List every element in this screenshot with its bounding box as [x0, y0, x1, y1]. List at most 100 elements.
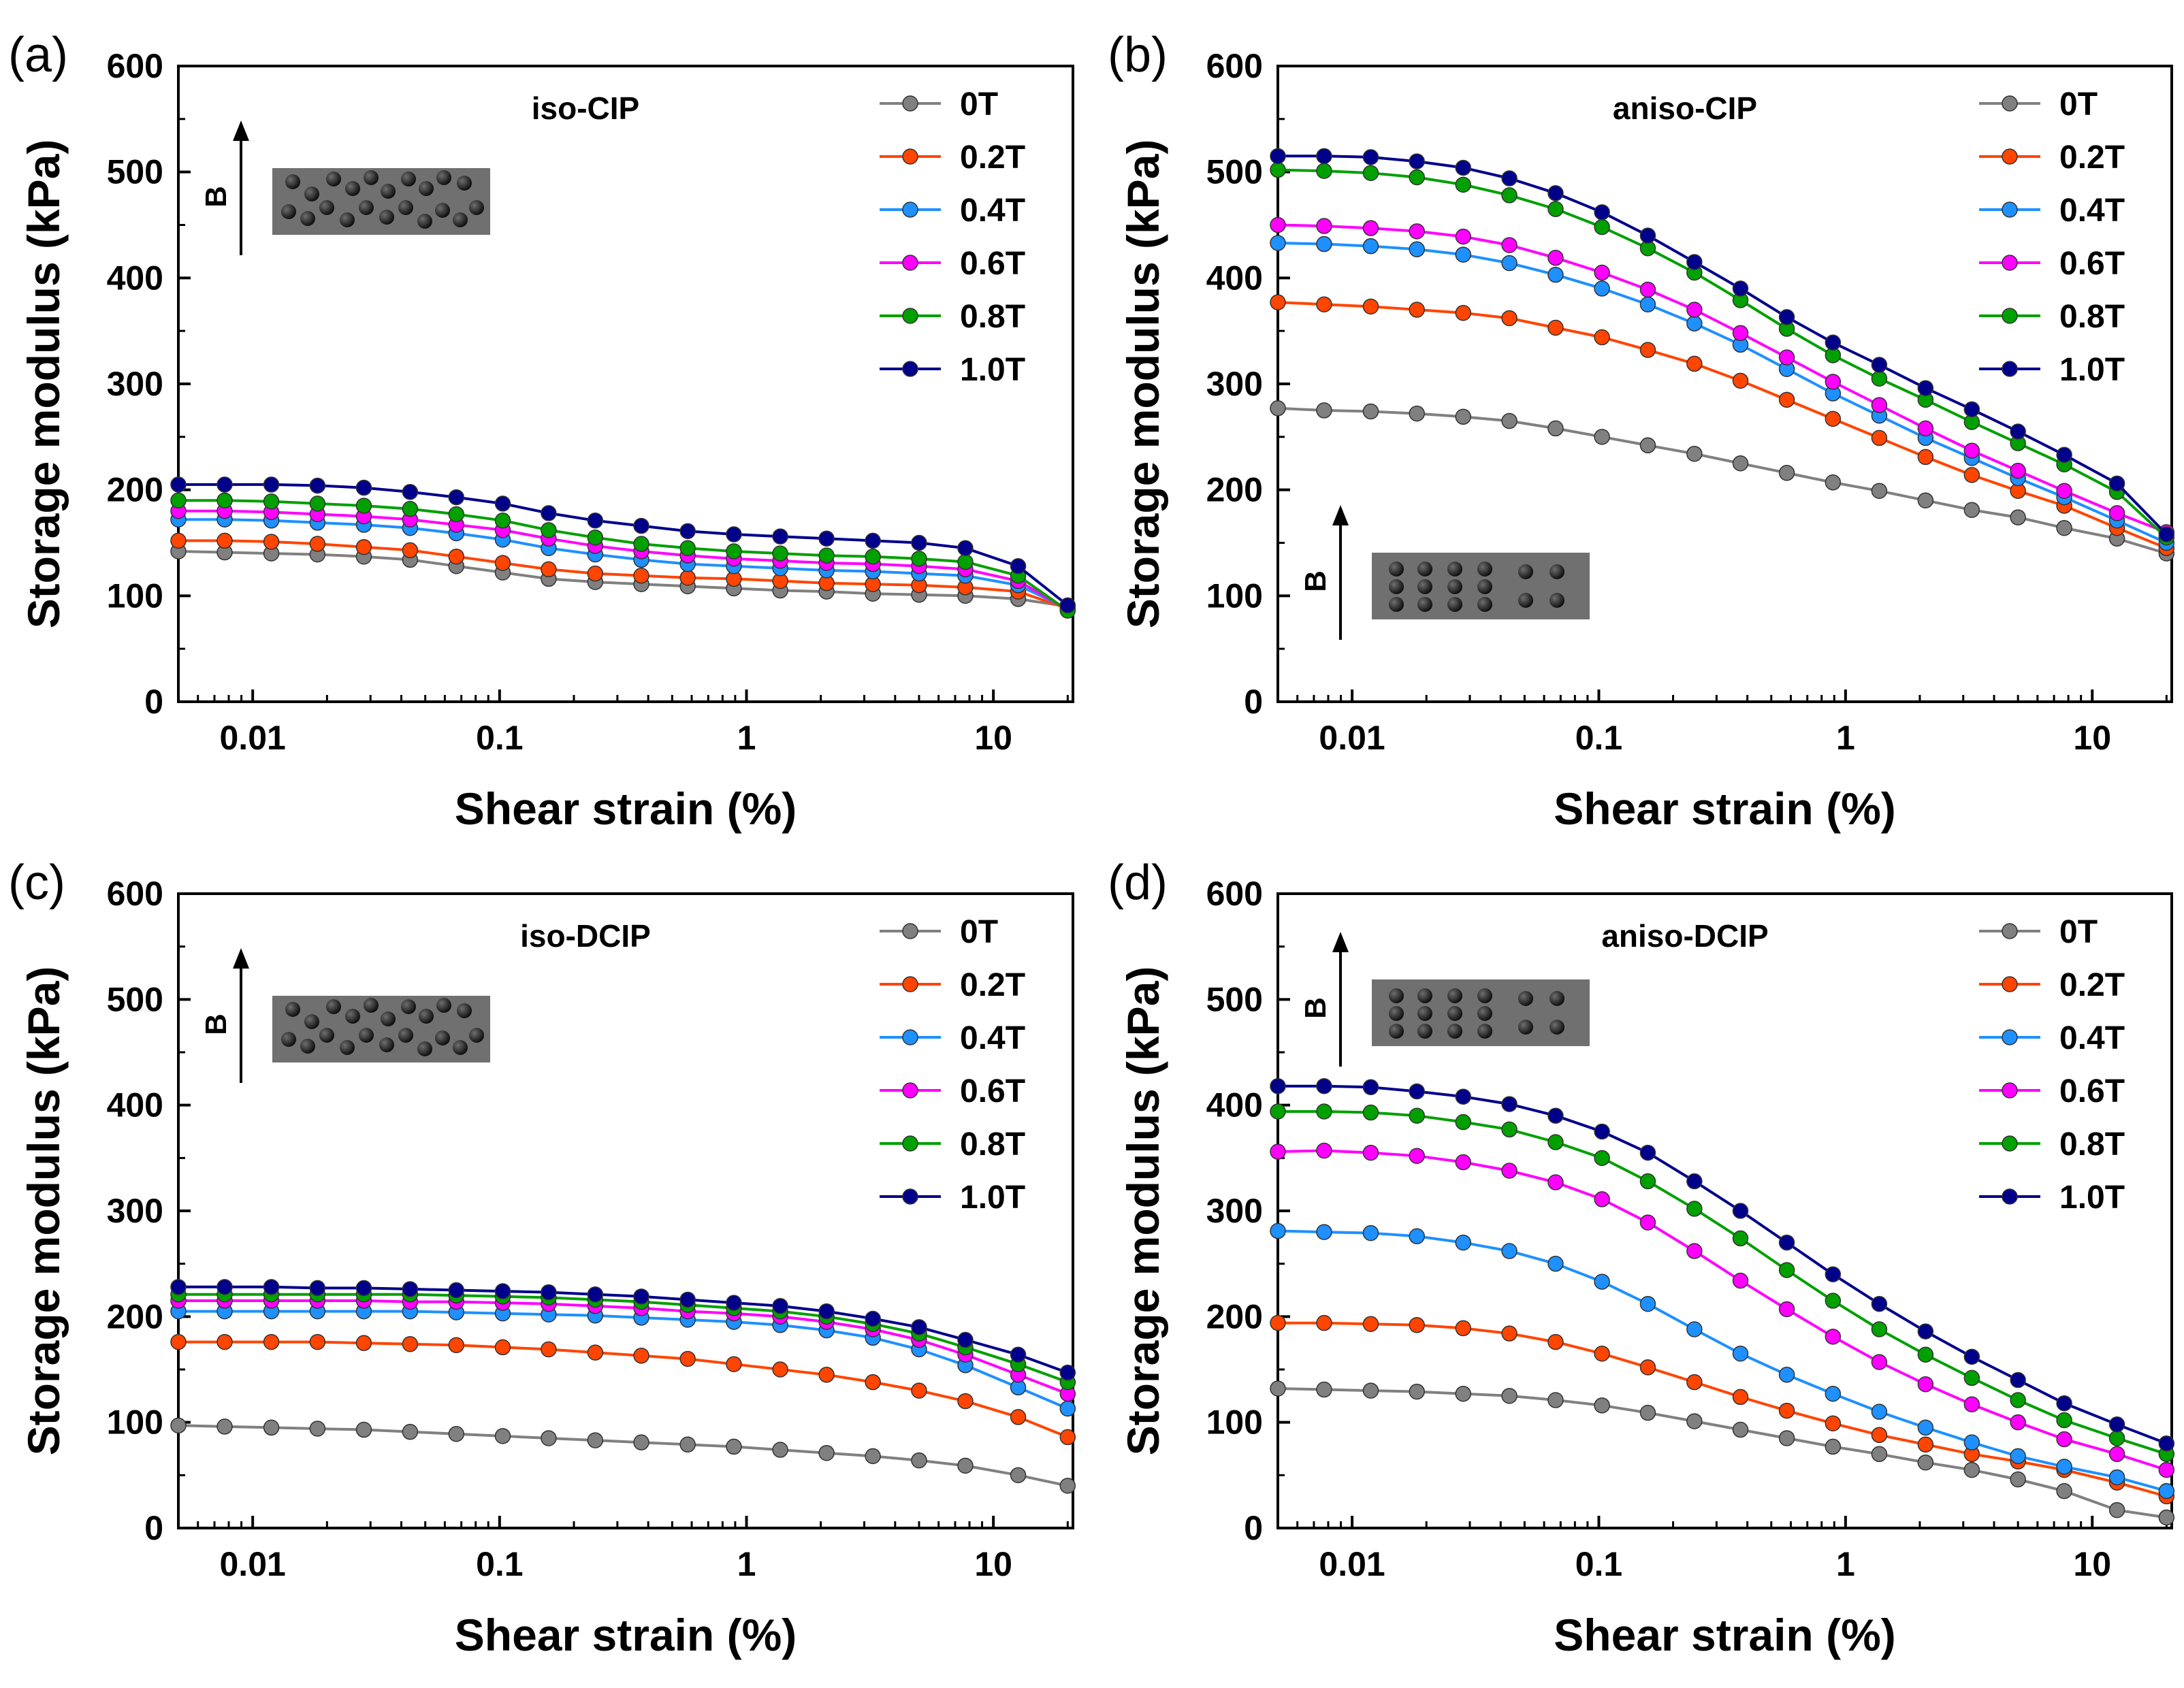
particle-icon [1389, 597, 1404, 612]
data-point [355, 1280, 372, 1297]
data-point [2056, 1412, 2072, 1429]
data-point [448, 489, 465, 506]
y-tick-label: 300 [107, 1192, 163, 1230]
data-point [957, 1393, 974, 1410]
legend-swatch-marker [902, 923, 918, 939]
data-point [1825, 1438, 1842, 1455]
data-point [1778, 349, 1795, 366]
data-point [1639, 296, 1656, 312]
legend-swatch-marker [2002, 1188, 2018, 1205]
data-point [1362, 220, 1379, 236]
data-point [1825, 1329, 1842, 1345]
chart-panel-a: (a) 0 100 200 300 400 500 600 0.01 0.1 1 10 Shear st… [8, 28, 1076, 834]
data-point [633, 1348, 649, 1364]
particle-icon [453, 1040, 468, 1055]
data-point [1362, 149, 1379, 165]
particle-icon [1518, 564, 1533, 579]
data-point [1594, 218, 1610, 236]
data-point [1010, 1467, 1027, 1484]
x-tick-label: 10 [974, 1545, 1012, 1583]
data-point [1501, 255, 1517, 272]
data-point [170, 1279, 187, 1295]
y-tick-label: 0 [144, 683, 163, 721]
field-label: B [199, 1013, 233, 1035]
x-tick-label: 0.1 [1575, 1545, 1623, 1583]
data-point [1594, 1123, 1610, 1140]
data-point [2056, 1431, 2072, 1448]
data-point [1686, 254, 1703, 270]
data-point [1963, 442, 1980, 459]
particle-icon [401, 172, 416, 186]
legend-label: 0.4T [2059, 1020, 2125, 1056]
particle-icon [417, 1041, 432, 1056]
data-point [1594, 204, 1610, 221]
data-point [1963, 1461, 1980, 1478]
data-point [1547, 250, 1564, 266]
particle-inset: B [1299, 505, 1590, 640]
data-point [1594, 1150, 1610, 1167]
y-tick-label: 0 [1244, 683, 1263, 721]
particle-icon [1389, 562, 1404, 577]
data-point [1871, 1295, 1888, 1312]
data-point [216, 1333, 233, 1350]
legend-swatch-marker [2002, 148, 2018, 165]
legend-label: 0T [2059, 914, 2098, 950]
particle-icon [1389, 1024, 1404, 1039]
y-tick-label: 200 [1206, 1297, 1263, 1335]
legend-label: 0T [960, 914, 998, 950]
data-point [2158, 1435, 2175, 1452]
data-point [1732, 372, 1749, 389]
data-point [1270, 1222, 1286, 1239]
data-point [1594, 329, 1610, 346]
data-point [1316, 1314, 1332, 1331]
data-point [1686, 445, 1703, 462]
data-point [1871, 1321, 1888, 1337]
legend: 0T 0.2T 0.4T 0.6T 0.8T 1.0T [1979, 914, 2125, 1216]
data-point [1547, 201, 1564, 217]
data-point [1547, 420, 1564, 437]
data-point [1362, 1104, 1379, 1121]
series-1.0T [1270, 148, 2175, 542]
data-point [1409, 1317, 1425, 1333]
particle-icon [1477, 597, 1492, 612]
data-point [2158, 1509, 2175, 1526]
particle-icon [1447, 1024, 1462, 1039]
x-tick-label: 1 [737, 719, 756, 757]
particle-icon [1447, 1006, 1462, 1021]
data-point [1871, 1446, 1888, 1463]
data-point [170, 476, 187, 493]
data-point [1362, 1224, 1379, 1241]
panel-label: (b) [1108, 28, 1168, 82]
legend-label: 0.8T [2059, 299, 2125, 335]
data-point [1778, 1402, 1795, 1419]
particle-icon [453, 212, 468, 227]
particle-icon [1389, 1006, 1404, 1021]
data-point [1917, 1323, 1934, 1340]
data-point [1455, 1114, 1471, 1131]
data-point [494, 1283, 511, 1299]
data-point [911, 1319, 927, 1335]
data-point [1963, 1434, 1980, 1450]
particle-icon [1447, 597, 1462, 612]
particle-icon [359, 200, 374, 215]
data-point [1732, 1203, 1749, 1219]
chart-title: aniso-CIP [1613, 91, 1757, 126]
data-point [1547, 266, 1564, 283]
data-point [1362, 1382, 1379, 1399]
data-point [865, 1310, 881, 1327]
particle-icon [401, 999, 416, 1014]
particle-icon [345, 1009, 360, 1024]
data-point [772, 1298, 788, 1314]
series-0.2T [1270, 294, 2175, 557]
data-point [1270, 1314, 1286, 1331]
data-point [633, 1288, 649, 1305]
data-point [587, 1432, 604, 1448]
x-tick-label: 0.01 [220, 719, 286, 757]
legend-swatch-marker [2002, 361, 2018, 377]
data-point [587, 513, 604, 529]
data-point [1270, 216, 1286, 233]
data-point [1639, 227, 1656, 244]
data-point [2108, 1430, 2125, 1446]
data-point [448, 506, 465, 523]
data-point [402, 542, 419, 559]
